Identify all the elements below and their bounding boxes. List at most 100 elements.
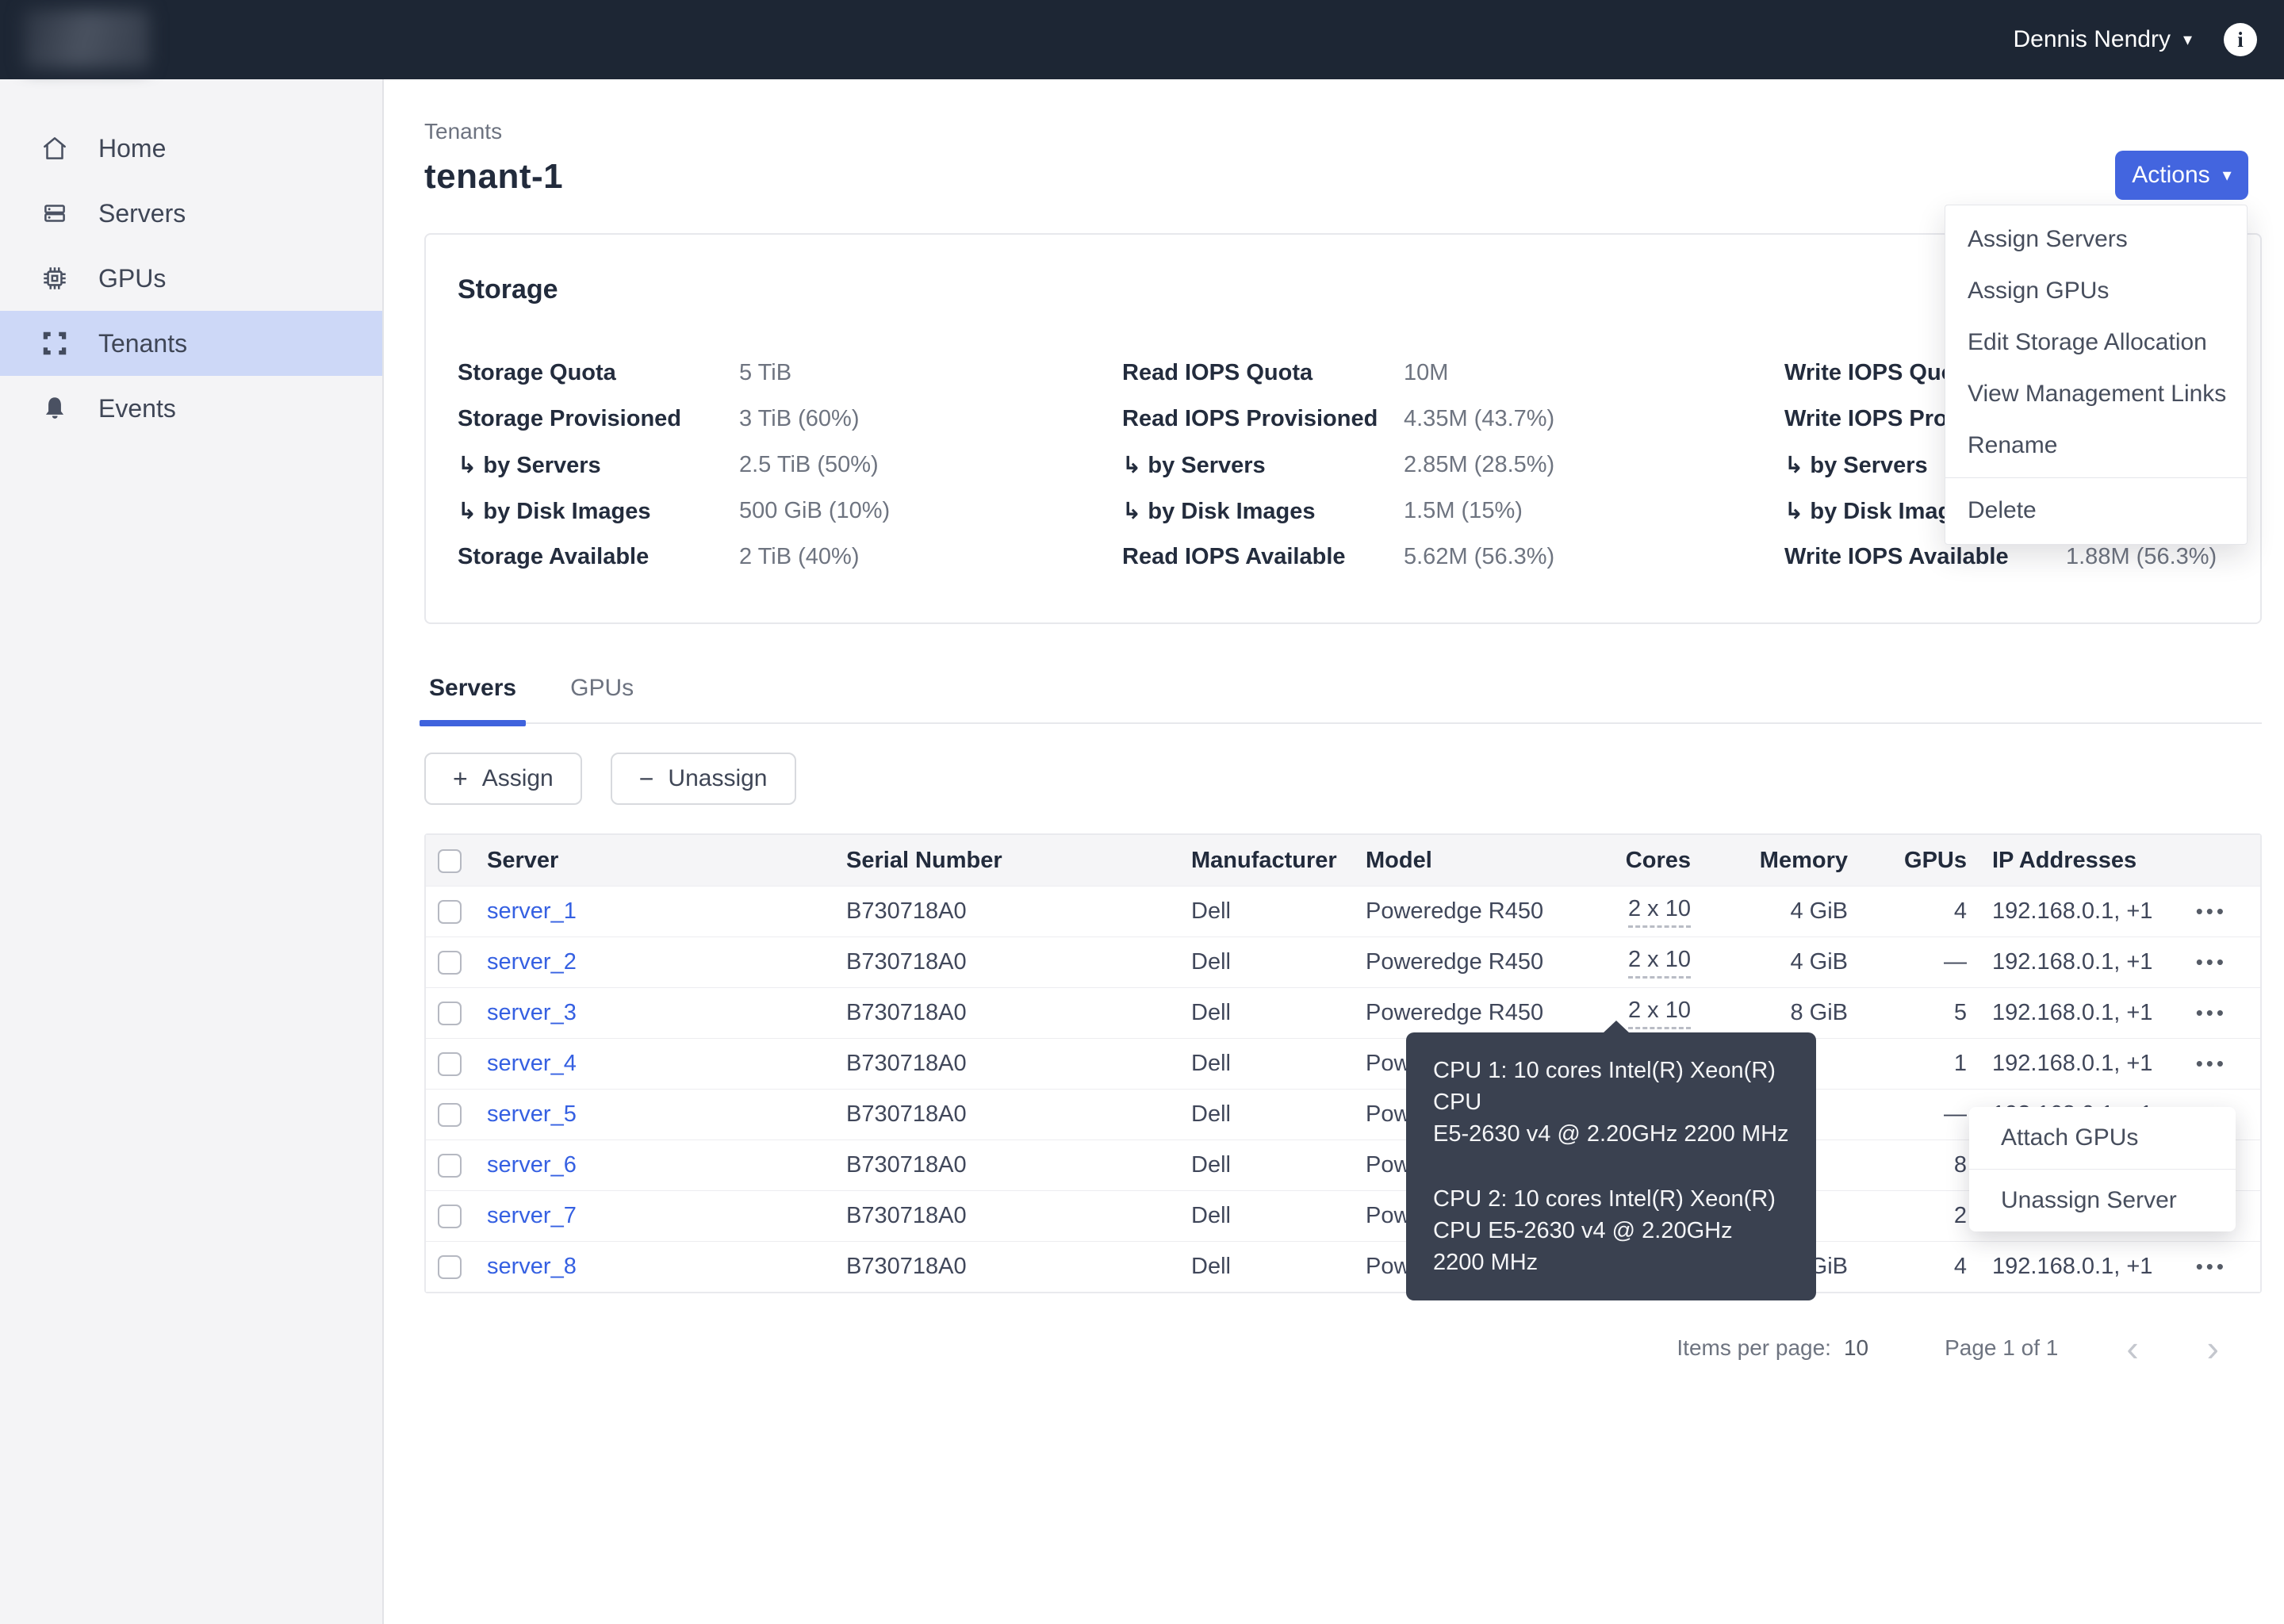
gpus-cell: 2	[1860, 1203, 1979, 1229]
row-checkbox[interactable]	[438, 1002, 462, 1025]
actions-dropdown-menu: Assign Servers Assign GPUs Edit Storage …	[1945, 205, 2248, 545]
assign-button[interactable]: + Assign	[424, 753, 582, 805]
gpus-cell: —	[1860, 949, 1979, 975]
menu-item-delete[interactable]: Delete	[1945, 485, 2247, 536]
actions-button[interactable]: Actions ▾	[2115, 151, 2248, 200]
storage-column: Storage Quota5 TiB Storage Provisioned3 …	[458, 350, 1122, 580]
stat-label: ↳ by Servers	[458, 451, 739, 479]
row-checkbox[interactable]	[438, 900, 462, 924]
server-link[interactable]: server_7	[487, 1203, 577, 1228]
server-link[interactable]: server_5	[487, 1101, 577, 1127]
tab-gpus[interactable]: GPUs	[565, 675, 638, 722]
row-checkbox[interactable]	[438, 1255, 462, 1279]
col-header-serial: Serial Number	[834, 848, 1179, 874]
gpus-cell: 5	[1860, 1000, 1979, 1026]
sidebar-item-home[interactable]: Home	[0, 116, 382, 181]
table-row: server_4 B730718A0 Dell Poweredge R450 1…	[426, 1038, 2260, 1089]
row-context-menu: Attach GPUs Unassign Server	[1969, 1107, 2236, 1231]
unassign-button[interactable]: − Unassign	[611, 753, 796, 805]
cores-tooltip-trigger[interactable]: 2 x 10	[1628, 947, 1691, 979]
ip-cell: 192.168.0.1, +1	[1979, 898, 2185, 925]
sidebar: Home Servers GPUs Tenants Events	[0, 79, 384, 1624]
stat-label: Storage Quota	[458, 360, 739, 386]
stat-label: ↳ by Disk Images	[1122, 497, 1404, 525]
server-link[interactable]: server_4	[487, 1051, 577, 1076]
chip-icon	[40, 263, 70, 293]
server-rack-icon	[40, 198, 70, 228]
col-header-server: Server	[475, 848, 834, 874]
row-checkbox[interactable]	[438, 1205, 462, 1228]
cpu-tooltip: CPU 1: 10 cores Intel(R) Xeon(R) CPU E5-…	[1406, 1032, 1816, 1300]
sidebar-item-label: Home	[98, 134, 166, 163]
stat-label: Storage Provisioned	[458, 406, 739, 432]
menu-item-edit-storage-allocation[interactable]: Edit Storage Allocation	[1945, 316, 2247, 368]
menu-item-rename[interactable]: Rename	[1945, 419, 2247, 471]
next-page-icon[interactable]: ›	[2207, 1330, 2219, 1366]
menu-item-assign-gpus[interactable]: Assign GPUs	[1945, 265, 2247, 316]
row-actions-icon[interactable]: •••	[2196, 1051, 2227, 1075]
sidebar-item-tenants[interactable]: Tenants	[0, 311, 382, 376]
chevron-down-icon: ▾	[2183, 29, 2192, 50]
row-checkbox[interactable]	[438, 1052, 462, 1076]
gpus-cell: 1	[1860, 1051, 1979, 1077]
serial-cell: B730718A0	[834, 1203, 1179, 1229]
prev-page-icon[interactable]: ‹	[2126, 1330, 2138, 1366]
page-indicator: Page 1 of 1	[1945, 1335, 2058, 1361]
menu-item-unassign-server[interactable]: Unassign Server	[1969, 1170, 2236, 1231]
table-row: server_1 B730718A0 Dell Poweredge R450 2…	[426, 886, 2260, 936]
col-header-gpus: GPUs	[1860, 848, 1979, 874]
server-link[interactable]: server_8	[487, 1254, 577, 1279]
tooltip-line: CPU 2: 10 cores Intel(R) Xeon(R)	[1433, 1183, 1789, 1215]
select-all-checkbox[interactable]	[438, 849, 462, 873]
stat-label: Write IOPS Available	[1784, 544, 2066, 570]
server-link[interactable]: server_1	[487, 898, 577, 924]
user-menu[interactable]: Dennis Nendry ▾	[2014, 26, 2192, 53]
pagination: Items per page: 10 Page 1 of 1 ‹ ›	[424, 1330, 2262, 1366]
stat-value: 5.62M (56.3%)	[1404, 544, 1554, 570]
sidebar-item-gpus[interactable]: GPUs	[0, 246, 382, 311]
gpus-cell: —	[1860, 1101, 1979, 1128]
cores-tooltip-trigger[interactable]: 2 x 10	[1628, 896, 1691, 928]
stat-label: Storage Available	[458, 544, 739, 570]
server-link[interactable]: server_3	[487, 1000, 577, 1025]
server-link[interactable]: server_2	[487, 949, 577, 975]
breadcrumb[interactable]: Tenants	[424, 119, 2262, 144]
assign-button-label: Assign	[482, 765, 554, 792]
table-header-row: Server Serial Number Manufacturer Model …	[426, 835, 2260, 886]
row-actions-icon[interactable]: •••	[2196, 1254, 2227, 1278]
gpus-cell: 4	[1860, 1254, 1979, 1280]
home-icon	[40, 133, 70, 163]
menu-item-assign-servers[interactable]: Assign Servers	[1945, 213, 2247, 265]
row-checkbox[interactable]	[438, 951, 462, 975]
manufacturer-cell: Dell	[1179, 1152, 1354, 1178]
model-cell: Poweredge R450	[1354, 949, 1584, 975]
manufacturer-cell: Dell	[1179, 1254, 1354, 1280]
tenants-icon	[40, 328, 70, 358]
server-link[interactable]: server_6	[487, 1152, 577, 1178]
info-icon[interactable]: i	[2224, 23, 2257, 56]
tab-servers[interactable]: Servers	[424, 675, 521, 722]
stat-label: ↳ by Disk Images	[458, 497, 739, 525]
menu-item-attach-gpus[interactable]: Attach GPUs	[1969, 1107, 2236, 1169]
tooltip-line: E5-2630 v4 @ 2.20GHz 2200 MHz	[1433, 1118, 1789, 1150]
serial-cell: B730718A0	[834, 1101, 1179, 1128]
items-per-page-value[interactable]: 10	[1844, 1335, 1868, 1361]
app-logo	[24, 10, 149, 68]
table-row: server_2 B730718A0 Dell Poweredge R450 2…	[426, 936, 2260, 987]
col-header-cores: Cores	[1584, 848, 1703, 874]
cores-tooltip-trigger[interactable]: 2 x 10	[1628, 998, 1691, 1029]
col-header-memory: Memory	[1703, 848, 1860, 874]
user-name: Dennis Nendry	[2014, 26, 2171, 53]
stat-value: 2.5 TiB (50%)	[739, 452, 879, 478]
row-actions-icon[interactable]: •••	[2196, 1001, 2227, 1025]
chevron-down-icon: ▾	[2223, 165, 2232, 186]
row-checkbox[interactable]	[438, 1103, 462, 1127]
sidebar-item-label: Servers	[98, 199, 186, 228]
menu-item-view-management-links[interactable]: View Management Links	[1945, 368, 2247, 419]
sidebar-item-events[interactable]: Events	[0, 376, 382, 441]
sidebar-item-label: Events	[98, 394, 176, 423]
sidebar-item-servers[interactable]: Servers	[0, 181, 382, 246]
row-actions-icon[interactable]: •••	[2196, 899, 2227, 923]
row-checkbox[interactable]	[438, 1154, 462, 1178]
row-actions-icon[interactable]: •••	[2196, 950, 2227, 974]
